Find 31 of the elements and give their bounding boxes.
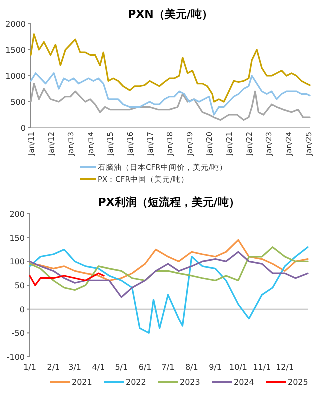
x-tick-label: 8/1 [185, 363, 198, 372]
x-tick-label: 7/1 [162, 363, 175, 372]
x-tick-label: 1/1 [24, 363, 36, 372]
x-tick-label: 10/1 [230, 363, 248, 372]
y-tick-label: 100 [10, 258, 25, 267]
legend-label: 2021 [72, 378, 92, 387]
x-tick-label: 11/1 [253, 363, 272, 372]
y-tick-label: 50 [14, 282, 25, 290]
y-tick-label: 2000 [6, 20, 26, 29]
y-tick-label: -50 [12, 329, 25, 338]
x-tick-label: 5/1 [115, 363, 128, 372]
y-tick-label: 0 [20, 305, 25, 314]
legend-label: 2024 [234, 378, 254, 387]
x-tick-label: 2/1 [47, 363, 60, 372]
y-tick-label: 200 [10, 210, 25, 219]
legend-label: 2022 [126, 378, 146, 387]
chart-title: PX利润（短流程，美元/吨） [98, 196, 240, 209]
x-tick-label: 6/1 [138, 363, 152, 372]
y-tick-label: 500 [10, 98, 26, 107]
legend-label: 2023 [180, 378, 200, 387]
chart-title: PXN（美元/吨） [128, 8, 213, 21]
x-tick-label: 3/1 [68, 363, 82, 372]
x-tick-label: 4/1 [92, 363, 106, 372]
x-tick-label: 9/1 [209, 363, 222, 372]
legend-label: 2025 [288, 378, 308, 387]
x-tick-label: 12/1 [276, 363, 294, 372]
y-tick-label: 150 [10, 234, 25, 243]
y-tick-label: 0 [20, 124, 26, 133]
y-tick-label: -100 [6, 353, 25, 362]
y-tick-label: 1000 [6, 72, 26, 81]
y-tick-label: 1500 [6, 46, 26, 55]
